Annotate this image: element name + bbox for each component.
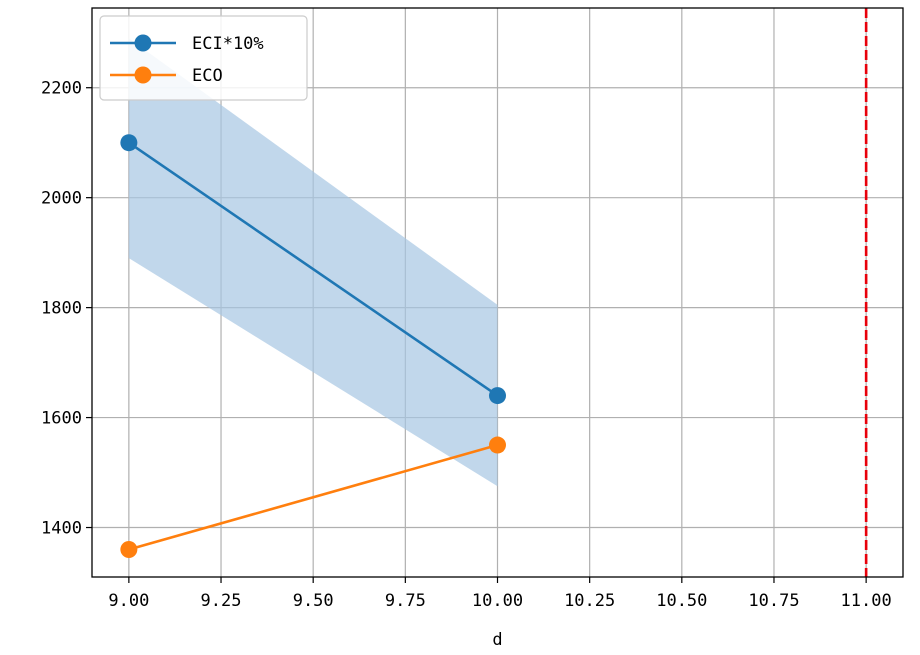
data-point	[489, 387, 506, 405]
data-point	[120, 134, 138, 152]
series-line	[128, 443, 498, 551]
x-tick-label: 10.50	[656, 591, 707, 611]
data-point	[120, 541, 138, 559]
legend: ECI*10% ECO	[99, 15, 308, 101]
y-tick-label: 2200	[41, 79, 82, 99]
confidence-band	[128, 38, 498, 487]
confidence-bands	[128, 38, 498, 487]
x-tick-label: 10.75	[748, 591, 799, 611]
legend-box	[99, 15, 308, 101]
data-point	[489, 436, 506, 454]
y-tick-label: 1800	[41, 299, 82, 319]
x-axis-ticks: 9.00 9.25 9.50 9.75 10.00 10.25 10.50 10.75 11.0…	[108, 577, 892, 611]
x-tick-label: 9.25	[201, 591, 242, 611]
y-axis-ticks: 1400 1600 1800 2000 2200	[41, 79, 92, 539]
x-tick-label: 10.25	[564, 591, 615, 611]
series-group	[120, 134, 506, 559]
y-tick-label: 2000	[41, 189, 82, 209]
x-tick-label: 9.50	[293, 591, 334, 611]
x-tick-label: 9.00	[108, 591, 149, 611]
x-tick-label: 10.00	[472, 591, 523, 611]
legend-swatch-marker	[134, 66, 152, 84]
x-tick-label: 9.75	[385, 591, 426, 611]
legend-swatch-marker	[134, 34, 152, 52]
x-tick-label: 11.00	[841, 591, 892, 611]
legend-label: ECI*10%	[192, 34, 264, 54]
legend-label: ECO	[192, 66, 223, 86]
series-line	[128, 141, 499, 397]
x-axis-label: d	[492, 630, 502, 650]
y-tick-label: 1600	[41, 409, 82, 429]
y-tick-label: 1400	[41, 519, 82, 539]
